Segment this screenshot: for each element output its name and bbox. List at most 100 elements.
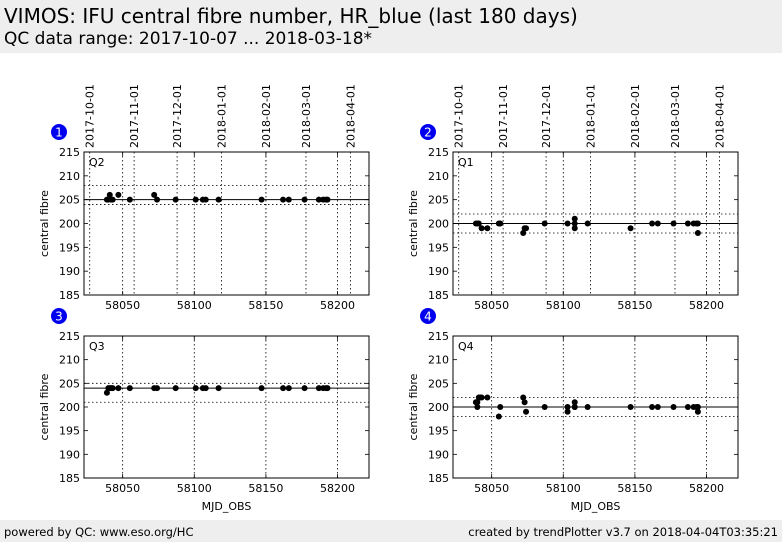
x-tick-label: 58200 [320, 482, 355, 495]
data-point [654, 404, 661, 410]
data-point [109, 196, 116, 203]
y-axis-label: central fibre [38, 190, 51, 257]
data-point [215, 196, 222, 203]
panel-label: Q1 [458, 156, 474, 169]
y-tick-label: 200 [428, 401, 449, 414]
x-tick-label: 58200 [689, 299, 724, 312]
data-point [154, 196, 161, 203]
y-tick-label: 205 [428, 377, 449, 390]
panel-number-badge [51, 124, 67, 140]
data-point [694, 408, 701, 415]
y-tick-label: 185 [59, 289, 80, 302]
date-tick-label: 2018-02-01 [629, 84, 642, 148]
chart-panel-1: 185 190 195 200 205 210 215 58050 58100 58150 5820… [38, 84, 370, 312]
data-point [541, 404, 548, 410]
data-point [484, 394, 491, 401]
y-tick-label: 190 [59, 265, 80, 278]
date-tick-label: 2017-11-01 [128, 84, 141, 148]
header-bar: VIMOS: IFU central fibre number, HR_blue… [0, 0, 782, 53]
data-point [478, 394, 485, 401]
data-point [324, 196, 331, 203]
panel-number: 4 [424, 310, 432, 324]
data-point [172, 385, 179, 392]
panel-label: Q2 [89, 156, 105, 169]
chart-panel-4: 185 190 195 200 205 210 215 58050 58100 58150 5820… [407, 308, 739, 513]
data-point [202, 196, 209, 203]
footer-generator: created by trendPlotter v3.7 on 2018-04-… [468, 525, 778, 539]
data-point [523, 225, 530, 232]
date-tick-label: 2017-12-01 [171, 84, 184, 148]
data-point [684, 404, 691, 410]
data-point [172, 196, 179, 203]
data-point [280, 196, 287, 203]
chart-panel-2: 185 190 195 200 205 210 215 58050 58100 58150 5820… [407, 84, 739, 312]
data-point [280, 385, 287, 392]
y-tick-label: 210 [59, 354, 80, 367]
data-point [627, 404, 634, 410]
y-tick-label: 205 [428, 194, 449, 207]
data-point [285, 385, 292, 392]
data-point [670, 404, 677, 410]
data-point [564, 220, 571, 227]
x-axis-label: MJD_OBS [202, 500, 252, 513]
footer-bar: powered by QC: www.eso.org/HC created by… [0, 520, 782, 542]
panel-label: Q3 [89, 340, 105, 353]
x-tick-label: 58050 [105, 482, 140, 495]
y-tick-label: 190 [428, 265, 449, 278]
data-point [103, 389, 110, 396]
data-point [694, 230, 701, 237]
data-point [258, 385, 265, 392]
y-tick-label: 210 [428, 170, 449, 183]
data-point [106, 191, 113, 198]
y-tick-label: 185 [428, 472, 449, 485]
date-tick-label: 2018-03-01 [300, 84, 313, 148]
footer-credit: powered by QC: www.eso.org/HC [4, 525, 194, 539]
data-point [192, 196, 199, 203]
date-tick-label: 2018-01-01 [215, 84, 228, 148]
data-point [497, 404, 504, 410]
data-point [315, 385, 322, 392]
data-point [315, 196, 322, 203]
data-point [258, 196, 265, 203]
data-point [541, 220, 548, 227]
data-point [654, 220, 661, 227]
panel-number: 2 [424, 126, 432, 140]
data-point [475, 220, 482, 227]
date-tick-label: 2018-01-01 [584, 84, 597, 148]
date-tick-label: 2017-11-01 [497, 84, 510, 148]
y-tick-label: 195 [428, 241, 449, 254]
y-tick-label: 215 [59, 330, 80, 343]
data-point [109, 385, 116, 392]
y-tick-label: 195 [59, 425, 80, 438]
y-axis-label: central fibre [407, 190, 420, 257]
data-point [627, 225, 634, 232]
data-point [151, 191, 158, 198]
data-point [115, 191, 122, 198]
y-tick-label: 215 [59, 146, 80, 159]
y-axis-label: central fibre [407, 373, 420, 440]
x-tick-label: 58150 [248, 482, 283, 495]
y-tick-label: 205 [59, 377, 80, 390]
data-point [670, 220, 677, 227]
plot-area [84, 152, 369, 295]
data-point [684, 220, 691, 227]
date-tick-label: 2017-10-01 [453, 84, 466, 148]
data-point [474, 399, 481, 406]
data-point [564, 404, 571, 410]
data-point [584, 220, 591, 227]
data-point [285, 196, 292, 203]
panel-number-badge [420, 124, 436, 140]
y-tick-label: 200 [59, 218, 80, 231]
data-point [202, 385, 209, 392]
x-tick-label: 58150 [617, 299, 652, 312]
x-tick-label: 58150 [248, 299, 283, 312]
y-tick-label: 185 [428, 289, 449, 302]
plot-area [84, 336, 369, 478]
data-point [324, 385, 331, 392]
data-point [571, 399, 578, 406]
x-tick-label: 58100 [546, 482, 581, 495]
x-tick-label: 58150 [617, 482, 652, 495]
y-tick-label: 200 [59, 401, 80, 414]
date-tick-label: 2017-10-01 [84, 84, 97, 148]
